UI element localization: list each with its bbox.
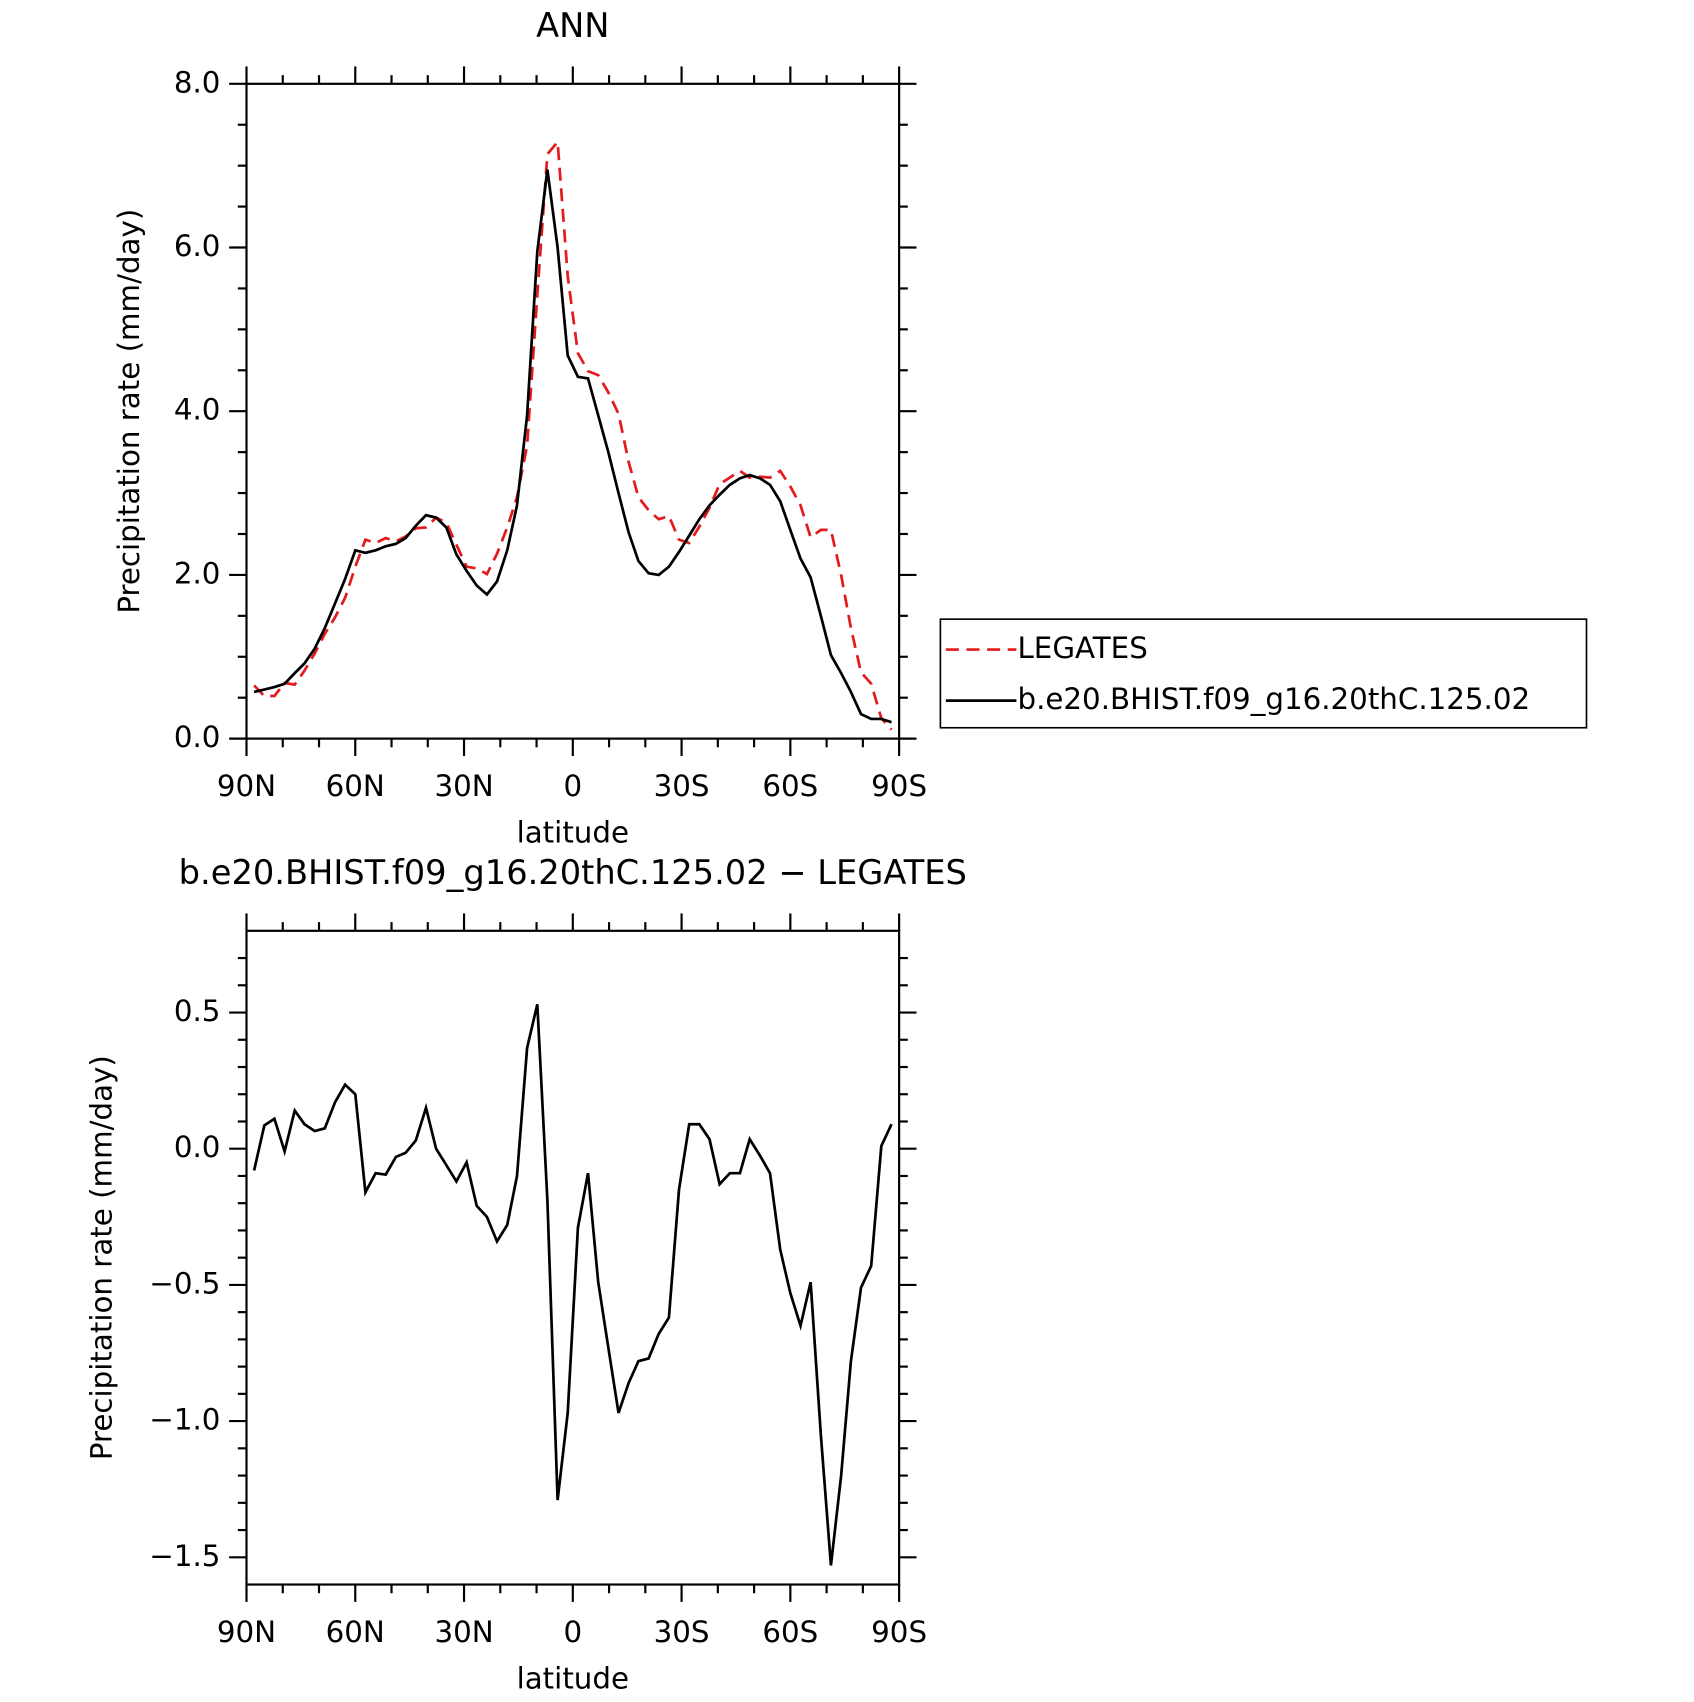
y-tick-label: −0.5	[149, 1266, 220, 1300]
data-line	[253, 169, 892, 724]
x-tick-label: 0	[563, 769, 582, 803]
y-axis-label: Precipitation rate (mm/day)	[85, 1055, 119, 1460]
x-axis-label: latitude	[517, 1662, 629, 1696]
y-tick-label: −1.0	[149, 1403, 220, 1437]
x-tick-label: 30N	[434, 769, 493, 803]
legend-label: b.e20.BHIST.f09_g16.20thC.125.02	[1017, 682, 1530, 716]
data-line	[253, 138, 893, 731]
y-tick-label: 6.0	[174, 229, 221, 263]
chart-title: b.e20.BHIST.f09_g16.20thC.125.02 − LEGAT…	[179, 853, 967, 892]
x-tick-label: 30N	[434, 1615, 493, 1649]
x-tick-label: 90N	[217, 1615, 276, 1649]
x-tick-label: 90N	[217, 769, 276, 803]
x-tick-label: 60N	[326, 1615, 385, 1649]
y-tick-label: 0.0	[174, 720, 221, 754]
y-tick-label: 0.0	[174, 1130, 221, 1164]
y-tick-label: 4.0	[174, 393, 221, 427]
y-tick-label: 8.0	[174, 65, 221, 99]
x-tick-label: 30S	[654, 769, 710, 803]
x-axis-label: latitude	[517, 816, 629, 850]
y-tick-label: −1.5	[149, 1539, 220, 1573]
x-tick-label: 60N	[326, 769, 385, 803]
x-tick-label: 60S	[762, 1615, 818, 1649]
y-axis-label: Precipitation rate (mm/day)	[112, 209, 146, 614]
data-line	[252, 1004, 893, 1566]
legend-label: LEGATES	[1017, 631, 1147, 665]
y-tick-label: 0.5	[174, 994, 221, 1028]
x-tick-label: 90S	[871, 769, 927, 803]
x-tick-label: 0	[563, 1615, 582, 1649]
y-tick-label: 2.0	[174, 556, 221, 590]
x-tick-label: 30S	[654, 1615, 710, 1649]
plot-frame	[245, 929, 901, 1586]
plot-frame	[245, 82, 901, 740]
x-tick-label: 90S	[871, 1615, 927, 1649]
chart-title: ANN	[536, 6, 609, 45]
x-tick-label: 60S	[762, 769, 818, 803]
legend-box	[939, 618, 1588, 729]
